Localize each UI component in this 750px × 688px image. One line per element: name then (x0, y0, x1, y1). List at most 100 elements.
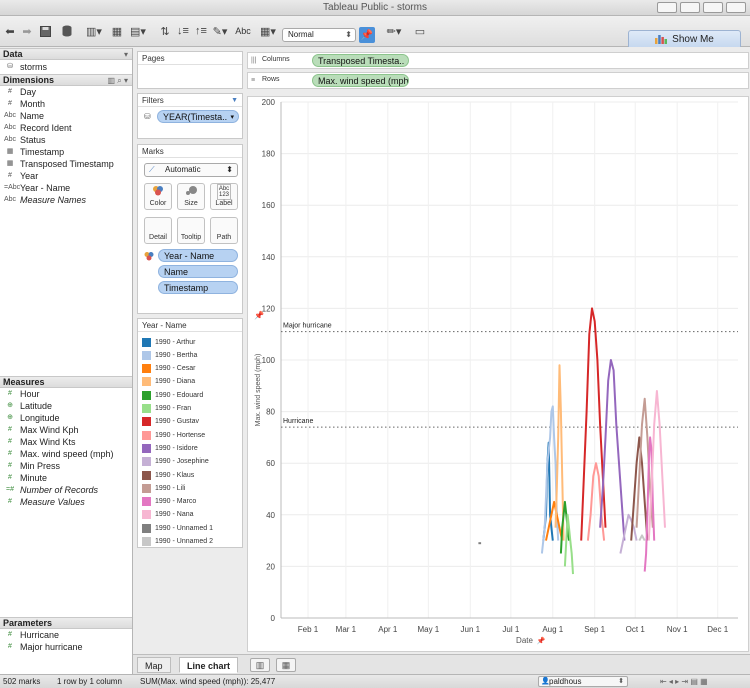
field-measure-values[interactable]: # Measure Values (0, 496, 132, 508)
mark-type-select[interactable]: ⟋ Automatic ⬍ (144, 163, 238, 177)
legend-item[interactable]: 1990 - Hortense (142, 429, 205, 441)
filters-card[interactable]: Filters ▼ ⛁ YEAR(Timesta.. ▾ (137, 93, 243, 139)
field-record-ident[interactable]: Abc Record Ident (0, 122, 132, 134)
fix-axes-icon[interactable]: ▦▾ (260, 25, 276, 38)
field-minute[interactable]: # Minute (0, 472, 132, 484)
show-labels-button[interactable]: Abc (235, 26, 251, 36)
legend-item[interactable]: 1990 - Cesar (142, 363, 195, 375)
legend-item[interactable]: 1990 - Arthur (142, 336, 195, 348)
filter-db-icon: ⛁ (144, 112, 151, 121)
field-timestamp[interactable]: ▦ Timestamp (0, 146, 132, 158)
tooltip-button[interactable]: Tooltip (177, 217, 205, 244)
path-button[interactable]: Path (210, 217, 238, 244)
fit-select[interactable]: Normal (282, 28, 356, 42)
legend-item[interactable]: 1990 - Unnamed 1 (142, 522, 213, 534)
field-status[interactable]: Abc Status (0, 134, 132, 146)
label-button[interactable]: Abc 123 Label (210, 183, 238, 210)
field-measure-names[interactable]: Abc Measure Names (0, 194, 132, 206)
legend-item[interactable]: 1990 - Marco (142, 496, 196, 508)
field-longitude[interactable]: ⊕ Longitude (0, 412, 132, 424)
size-button[interactable]: Size (177, 183, 205, 210)
field-day[interactable]: # Day (0, 86, 132, 98)
mark-type-dropdown-icon: ⬍ (226, 165, 233, 174)
new-dashboard-tab-icon[interactable]: ▦ (276, 658, 296, 672)
pages-card[interactable]: Pages (137, 51, 243, 89)
series-line-1990-josephine (619, 513, 638, 554)
marks-pill-timestamp[interactable]: Timestamp (158, 281, 238, 294)
field-type-icon: ▦ (6, 148, 14, 155)
clear-sheet-icon[interactable]: ▤▾ (130, 25, 146, 38)
data-pane-menu-icon[interactable]: ▾ (123, 50, 128, 59)
marks-pill-name[interactable]: Name (158, 265, 238, 278)
field-hour[interactable]: # Hour (0, 388, 132, 400)
show-me-button[interactable]: Show Me (628, 30, 741, 47)
field-month[interactable]: # Month (0, 98, 132, 110)
window-mode-button-3[interactable] (703, 2, 723, 13)
window-mode-button-1[interactable] (657, 2, 677, 13)
sort-descending-icon[interactable]: ↑≡ (195, 25, 207, 37)
legend-item[interactable]: 1990 - Klaus (142, 469, 194, 481)
filter-pill-year[interactable]: YEAR(Timesta.. ▾ (157, 110, 239, 123)
legend-swatch (142, 457, 151, 467)
legend-item[interactable]: 1990 - Gustav (142, 416, 199, 428)
rows-shelf[interactable]: ≡ Rows Max. wind speed (mph).. (247, 72, 749, 89)
user-select[interactable]: 👤 paldhous (538, 676, 628, 687)
legend-item[interactable]: 1990 - Bertha (142, 349, 197, 361)
field-name[interactable]: Abc Name (0, 110, 132, 122)
field-transposed-timestamp[interactable]: ▦ Transposed Timestamp (0, 158, 132, 170)
datasource-icon[interactable] (60, 23, 74, 39)
field-year-name[interactable]: =Abc Year - Name (0, 182, 132, 194)
legend-swatch (142, 430, 151, 440)
tab-map[interactable]: Map (137, 657, 171, 673)
rows-pill[interactable]: Max. wind speed (mph).. (312, 74, 409, 87)
field-hurricane[interactable]: # Hurricane (0, 629, 132, 641)
duplicate-sheet-icon[interactable]: ▦ (111, 25, 123, 38)
x-tick-label: Jun 1 (461, 625, 481, 634)
legend-item[interactable]: 1990 - Lili (142, 482, 185, 494)
x-tick-label: Oct 1 (626, 625, 646, 634)
x-tick-label: Dec 1 (707, 625, 728, 634)
field-year[interactable]: # Year (0, 170, 132, 182)
window-mode-button-2[interactable] (680, 2, 700, 13)
detail-button[interactable]: Detail (144, 217, 172, 244)
columns-pill[interactable]: Transposed Timesta.. (312, 54, 409, 67)
find-field-icon[interactable]: ▥ ⌕ ▾ (107, 76, 129, 85)
format-icon[interactable]: ✏▾ (386, 25, 402, 38)
tab-line-chart[interactable]: Line chart (179, 657, 239, 673)
legend-item[interactable]: 1990 - Diana (142, 376, 195, 388)
home-icon[interactable] (726, 2, 746, 13)
pin-icon[interactable]: 📌 (359, 27, 375, 43)
presentation-icon[interactable]: ▭ (414, 25, 426, 38)
filters-menu-icon[interactable]: ▼ (231, 97, 238, 104)
new-worksheet-icon[interactable]: ▥▾ (86, 25, 102, 38)
field-min-press[interactable]: # Min Press (0, 460, 132, 472)
marks-pill-year-name[interactable]: Year - Name (158, 249, 238, 262)
back-icon[interactable]: ⬅ (5, 25, 15, 38)
legend-item[interactable]: 1990 - Josephine (142, 456, 209, 468)
save-icon[interactable] (38, 23, 52, 39)
field-major-hurricane[interactable]: # Major hurricane (0, 641, 132, 653)
legend-item[interactable]: 1990 - Nana (142, 509, 194, 521)
field-max-wind-kph[interactable]: # Max Wind Kph (0, 424, 132, 436)
field-max-wind-kts[interactable]: # Max Wind Kts (0, 436, 132, 448)
columns-shelf[interactable]: ||| Columns Transposed Timesta.. (247, 52, 749, 69)
legend-item[interactable]: 1990 - Isidore (142, 442, 198, 454)
line-chart[interactable]: 0 20 40 60 80 100 120 140 160 180 200 Feb 1 Mar 1 Apr… (248, 97, 748, 651)
new-worksheet-tab-icon[interactable]: ▥ (250, 658, 270, 672)
legend-item[interactable]: 1990 - Unnamed 2 (142, 536, 213, 548)
field-number-of-records[interactable]: =# Number of Records (0, 484, 132, 496)
field-latitude[interactable]: ⊕ Latitude (0, 400, 132, 412)
legend-swatch (142, 404, 151, 413)
field-max-wind-speed-mph[interactable]: # Max. wind speed (mph) (0, 448, 132, 460)
series-line-1990-gustav (580, 307, 607, 541)
highlight-icon[interactable]: ✎▾ (212, 25, 228, 38)
status-nav-icons[interactable]: ⇤ ◂ ▸ ⇥ ▤ ▦ (660, 677, 708, 686)
datasource-item[interactable]: ⛁ storms (0, 60, 132, 74)
legend-item[interactable]: 1990 - Edouard (142, 389, 203, 401)
forward-icon[interactable]: ➡ (22, 25, 32, 38)
legend-item[interactable]: 1990 - Fran (142, 403, 191, 415)
parameters-list: # Hurricane # Major hurricane (0, 629, 132, 653)
swap-icon[interactable]: ⇅ (160, 25, 170, 38)
color-button[interactable]: Color (144, 183, 172, 210)
sort-ascending-icon[interactable]: ↓≡ (177, 25, 189, 37)
